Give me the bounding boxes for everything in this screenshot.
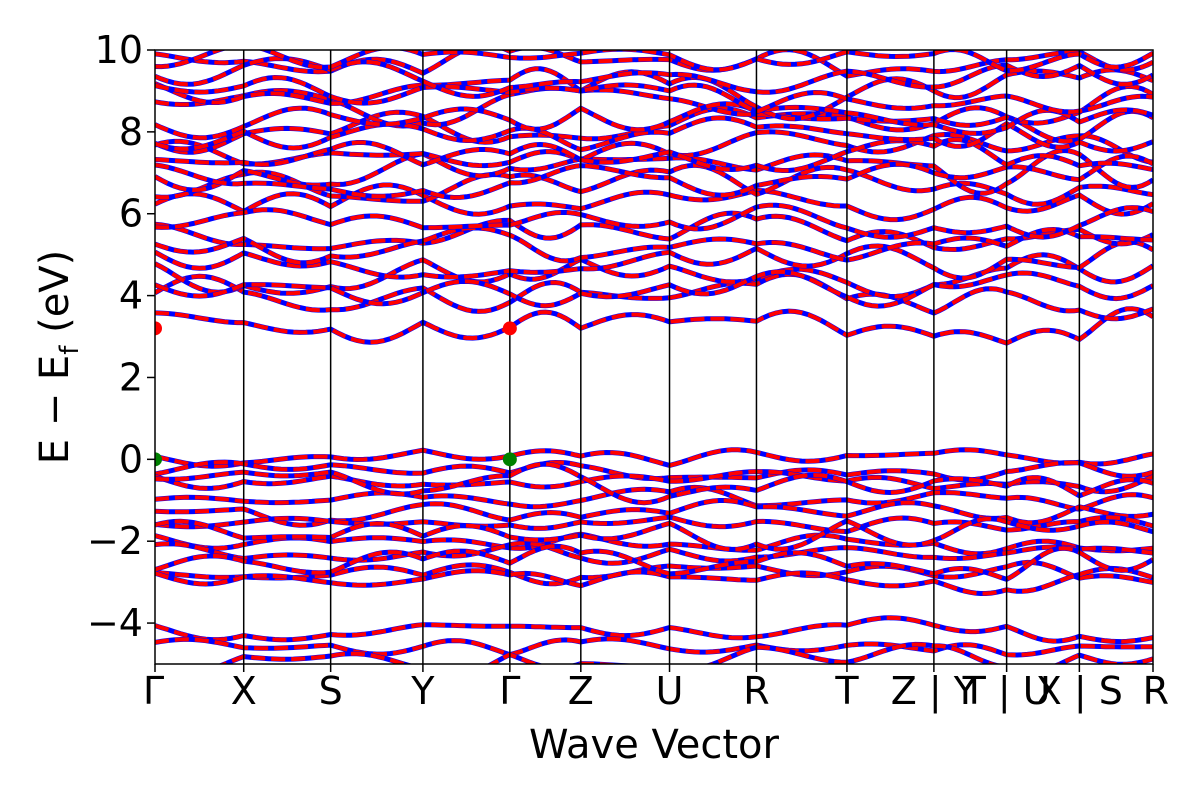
y-axis-label: E − Ef (eV) bbox=[32, 250, 85, 465]
x-tick-label: Γ bbox=[143, 669, 164, 713]
y-tick-label: 0 bbox=[119, 437, 143, 481]
cbm-marker bbox=[155, 321, 162, 336]
band-line-spin-down bbox=[155, 203, 1153, 240]
vbm-marker bbox=[502, 452, 517, 467]
x-tick-label: Γ bbox=[499, 669, 520, 713]
vbm-marker bbox=[155, 452, 162, 467]
band-line-spin-down bbox=[155, 306, 1153, 346]
x-tick-label: T | U bbox=[962, 669, 1051, 714]
y-tick-label: 6 bbox=[119, 192, 143, 236]
band-line-spin-down bbox=[155, 272, 1153, 321]
y-axis-label-unit: (eV) bbox=[32, 250, 78, 346]
x-tick-label: T bbox=[834, 669, 859, 713]
y-tick-label: −2 bbox=[87, 519, 143, 563]
plot-frame bbox=[154, 49, 1154, 665]
y-axis-label-subscript: f bbox=[55, 345, 85, 355]
cbm-marker bbox=[502, 321, 517, 336]
band-line-spin-up bbox=[155, 202, 1153, 240]
band-edge-markers bbox=[155, 321, 517, 467]
y-tick-label: 10 bbox=[95, 28, 143, 72]
x-tick-label: R bbox=[743, 669, 769, 713]
x-tick-label: U bbox=[656, 669, 684, 713]
band-line-spin-up bbox=[155, 306, 1153, 346]
y-tick-label: 2 bbox=[119, 355, 143, 399]
y-tick-label: 8 bbox=[119, 110, 143, 154]
band-lines bbox=[155, 50, 1153, 664]
x-tick-label: R bbox=[1143, 669, 1169, 713]
x-axis-ticks: Γ X S Y Γ Z U R T Z | YT | UX | S R bbox=[143, 664, 1169, 714]
y-axis-ticks: 10 8 6 4 2 0 −2 −4 bbox=[87, 28, 155, 645]
y-tick-label: −4 bbox=[87, 601, 143, 645]
high-symmetry-lines bbox=[242, 50, 1081, 664]
x-tick-label: X bbox=[231, 669, 257, 713]
y-tick-label: 4 bbox=[119, 274, 143, 318]
x-tick-label: Y bbox=[410, 669, 435, 713]
x-axis-label: Wave Vector bbox=[529, 722, 780, 768]
x-tick-label: Z bbox=[568, 669, 594, 713]
x-tick-label: S bbox=[319, 669, 343, 713]
y-axis-label-main: E − E bbox=[32, 355, 78, 465]
band-line-spin-down bbox=[155, 636, 1153, 658]
x-tick-label: X | S bbox=[1036, 669, 1123, 714]
x-tick-label: Z | Y bbox=[891, 669, 978, 714]
